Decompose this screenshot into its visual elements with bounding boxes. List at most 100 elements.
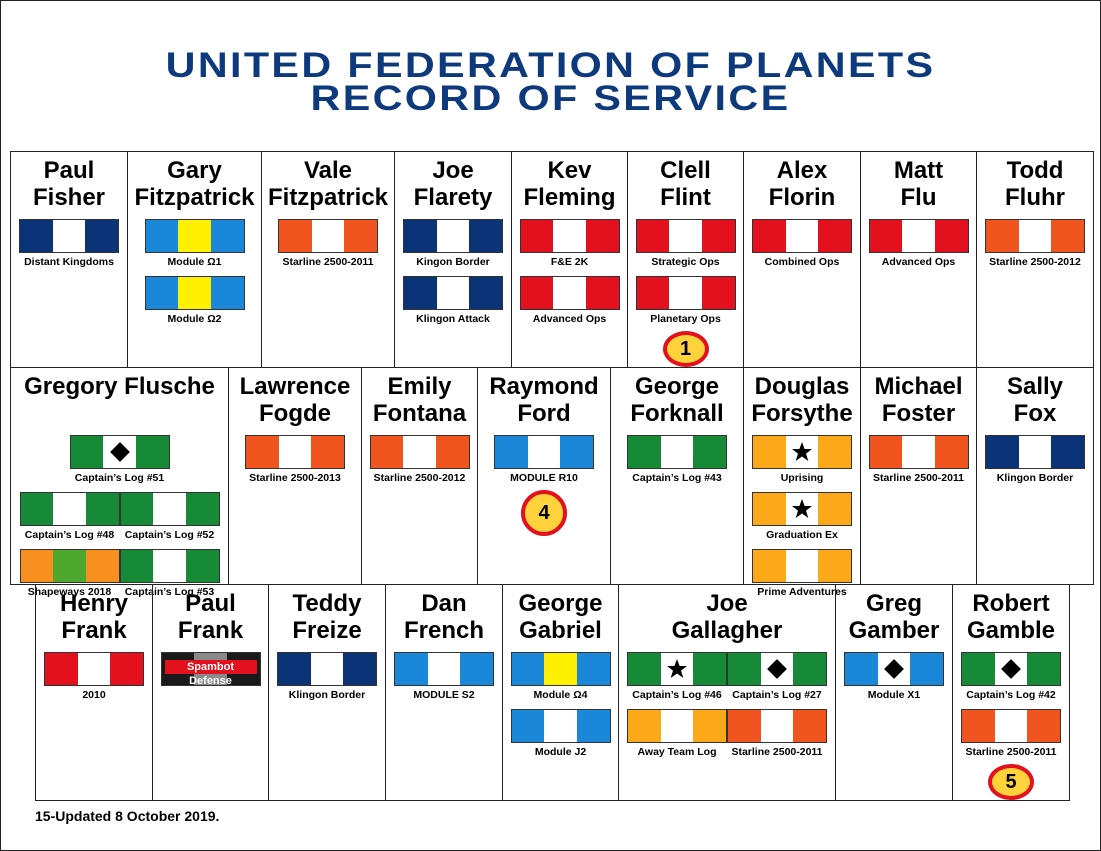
person-name: Greg Gamber (849, 590, 940, 644)
ribbon (19, 492, 120, 526)
ribbon (69, 435, 170, 469)
stripe (145, 220, 179, 252)
name-line: Frank (177, 617, 244, 644)
stripe (728, 710, 761, 742)
ribbon-label: Captain’s Log #27 (732, 689, 822, 701)
name-line: Forknall (630, 400, 724, 427)
ribbon-item: Klingon Border (277, 652, 377, 701)
stripe (246, 436, 279, 468)
person-cell: Vale Fitzpatrick Starline 2500-2011 (261, 151, 395, 368)
name-line: George (518, 590, 603, 617)
stripe (404, 277, 437, 309)
person-name: Clell Flint (660, 157, 711, 211)
person-name: Vale Fitzpatrick (268, 157, 388, 211)
person-name: Gregory Flusche (24, 373, 215, 400)
ribbon-item: Starline 2500-2013 (245, 435, 345, 484)
stripe (693, 436, 727, 468)
stripe (818, 493, 852, 525)
ribbon-row: Module Ω1 (144, 219, 245, 268)
ribbon-label: Prime Adventures (757, 586, 847, 598)
person-cell: Greg Gamber Module X1 (835, 584, 953, 801)
person-cell: Clell Flint Strategic Ops Planetary Ops 1 (627, 151, 744, 368)
ribbon-item: 2010 (44, 652, 144, 701)
ribbon-label: F&E 2K (550, 256, 589, 268)
ribbon-label: Strategic Ops (651, 256, 720, 268)
ribbon-label: Starline 2500-2013 (249, 472, 341, 484)
ribbon-label: MODULE R10 (510, 472, 578, 484)
ribbon-row: Planetary Ops (635, 276, 736, 325)
ribbon-item: Captain’s Log #52 (119, 492, 220, 541)
ribbon-item: Planetary Ops (635, 276, 736, 325)
stripe (403, 436, 436, 468)
ribbon-item: Module Ω4 (510, 652, 611, 701)
stripe (145, 277, 179, 309)
ribbon (627, 709, 727, 743)
ribbon (245, 435, 345, 469)
ribbon-label: Shapeways 2018 (27, 586, 112, 598)
ribbon (144, 219, 245, 253)
ribbon-label: Starline 2500-2011 (282, 256, 374, 268)
stripe (85, 220, 119, 252)
stripe (20, 493, 54, 525)
stripe (511, 653, 545, 685)
ribbon (985, 219, 1085, 253)
ribbon-label: Starline 2500-2011 (965, 746, 1057, 758)
ribbon-item: Module J2 (510, 709, 611, 758)
ribbon-row: Klingon Border (985, 435, 1085, 484)
name-line: Flu (900, 184, 937, 211)
ribbon-row: Advanced Ops (868, 219, 969, 268)
name-line: Fogde (259, 400, 331, 427)
ribbon-row: MODULE R10 (494, 435, 594, 484)
ribbon-label: Captain’s Log #53 (124, 586, 215, 598)
ribbon (752, 492, 852, 526)
person-name: Henry Frank (60, 590, 128, 644)
ribbon-item: MODULE S2 (394, 652, 494, 701)
person-cell: Douglas Forsythe Uprising Graduation Ex Prim… (743, 367, 861, 598)
stripe (436, 277, 470, 309)
stripe (77, 653, 111, 685)
person-cell: George Gabriel Module Ω4 Module J2 (502, 584, 619, 801)
ribbon-label: Captain’s Log #52 (124, 529, 215, 541)
name-line: Gamber (848, 617, 940, 644)
ribbon-row: Away Team Log Starline 2500-2011 (627, 709, 827, 758)
title-line: RECORD OF SERVICE (310, 79, 791, 118)
stripe (511, 710, 545, 742)
ribbon-row: MODULE S2 (394, 652, 494, 701)
ribbon-row: Starline 2500-2013 (245, 435, 345, 484)
name-line: Fleming (523, 184, 616, 211)
ribbon (394, 652, 494, 686)
stripe (760, 710, 794, 742)
ribbon: Spambot Defense (160, 652, 261, 687)
stripe (1018, 220, 1052, 252)
stripe (902, 220, 935, 252)
name-line: Gallagher (671, 617, 783, 644)
ribbon-label: Module Ω2 (167, 313, 222, 325)
stripe (110, 653, 144, 685)
ribbon (369, 435, 470, 469)
stripe (520, 277, 554, 309)
person-cell: George Forknall Captain’s Log #43 (610, 367, 744, 585)
ribbon-item: Starline 2500-2012 (369, 435, 470, 484)
stripe (902, 436, 935, 468)
person-name: Alex Florin (769, 157, 836, 211)
stripe (311, 220, 345, 252)
person-name: Michael Foster (874, 373, 962, 427)
ribbon (519, 219, 620, 253)
stripe (370, 436, 404, 468)
ribbon-label: Distant Kingdoms (24, 256, 114, 268)
name-line: Forsythe (751, 400, 853, 427)
title-line: UNITED FEDERATION OF PLANETS (165, 46, 936, 85)
stripe (986, 436, 1019, 468)
ribbon-label: Advanced Ops (532, 313, 607, 325)
stripe (1027, 710, 1061, 742)
ribbon (494, 435, 594, 469)
stripe (576, 653, 610, 685)
stripe (120, 550, 154, 582)
ribbon-row: Graduation Ex (752, 492, 852, 541)
ribbon-row: Captain’s Log #42 (961, 652, 1061, 701)
stripe (962, 710, 995, 742)
ribbon-label: Module J2 (534, 746, 587, 758)
stripe (495, 436, 528, 468)
stripe (1051, 436, 1085, 468)
ribbon (635, 219, 736, 253)
